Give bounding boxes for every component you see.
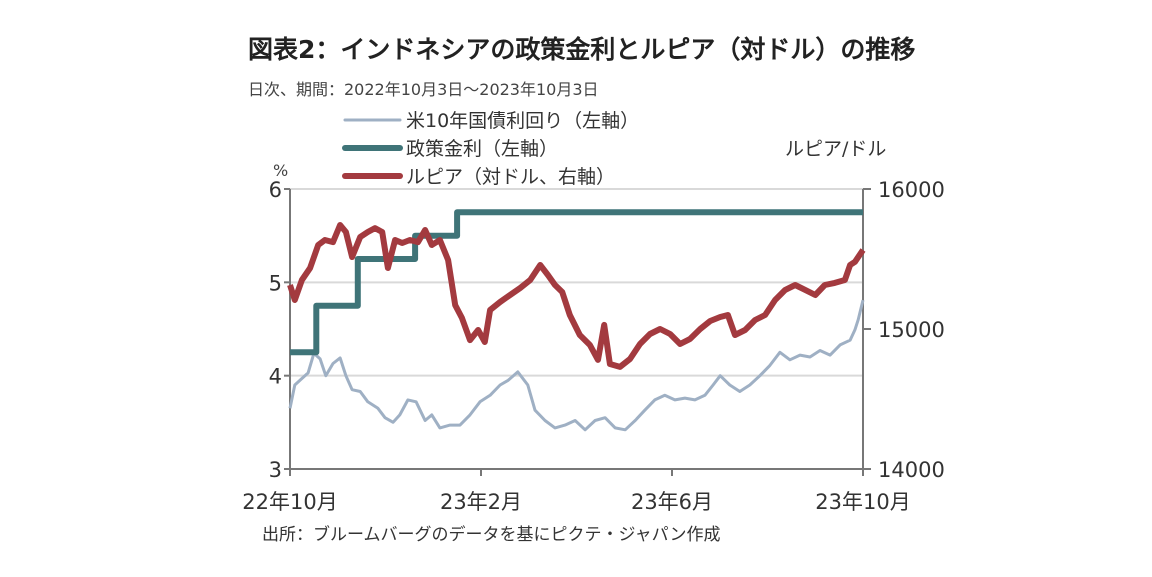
legend-label: ルピア（対ドル、右軸）	[406, 166, 615, 188]
gridlines	[290, 188, 863, 377]
series-line-1	[288, 299, 865, 432]
right-axis-unit-label: ルピア/ドル	[785, 138, 886, 160]
right-tick-label: 16000	[878, 178, 945, 202]
series-line-3	[287, 222, 866, 370]
left-tick-label: 3	[269, 458, 282, 482]
axes: 3 4 5 6 14000 15000 16000 22年10月 23年2月 23年6月 23年10…	[242, 178, 945, 514]
chart-subtitle: 日次、期間：2022年10月3日～2023年10月3日	[248, 80, 599, 99]
legend-label: 政策金利（左軸）	[406, 138, 558, 160]
source-note: 出所：ブルームバーグのデータを基にピクテ・ジャパン作成	[262, 524, 721, 545]
series-lines	[287, 209, 866, 432]
chart-title: 図表2：インドネシアの政策金利とルピア（対ドル）の推移	[248, 35, 915, 64]
x-tick-label: 23年2月	[440, 490, 522, 514]
left-tick-label: 6	[269, 178, 282, 202]
legend: 米10年国債利回り（左軸） 政策金利（左軸） ルピア（対ドル、右軸）	[342, 110, 639, 188]
x-tick-label: 23年6月	[631, 490, 713, 514]
left-tick-label: 4	[269, 365, 282, 389]
x-tick-label: 22年10月	[242, 490, 337, 514]
left-tick-label: 5	[269, 271, 282, 295]
left-axis-unit-label: %	[273, 161, 288, 180]
legend-label: 米10年国債利回り（左軸）	[406, 110, 639, 132]
x-tick-label: 23年10月	[815, 490, 910, 514]
right-tick-label: 15000	[878, 318, 945, 342]
right-tick-label: 14000	[878, 458, 945, 482]
